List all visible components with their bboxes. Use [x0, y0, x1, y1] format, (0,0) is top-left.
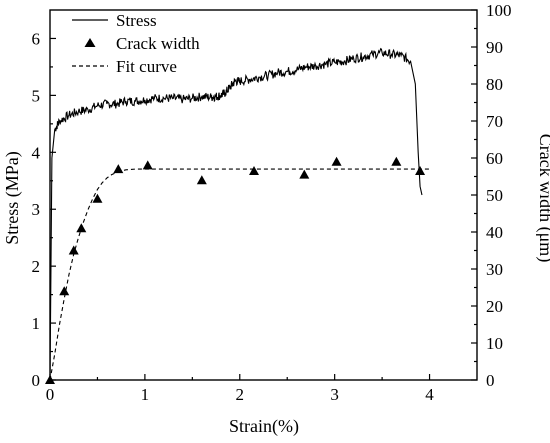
crack-width-point: [76, 223, 87, 233]
y-tick-label: 3: [32, 200, 41, 219]
x-axis-title: Strain(%): [229, 416, 299, 437]
x-tick-label: 0: [46, 385, 55, 404]
y-axis-ticks: 0 1 2 3 4 5 6: [32, 29, 56, 390]
y2-tick-label: 60: [486, 149, 503, 168]
crack-width-point: [59, 286, 70, 296]
crack-width-point: [331, 156, 342, 166]
legend-crack-width-label: Crack width: [116, 34, 200, 53]
y-tick-label: 0: [32, 371, 41, 390]
y2-tick-label: 0: [486, 371, 495, 390]
x-tick-label: 3: [330, 385, 339, 404]
y2-tick-label: 90: [486, 38, 503, 57]
crack-width-point: [68, 245, 79, 255]
y2-tick-label: 100: [486, 1, 512, 20]
y2-tick-label: 80: [486, 75, 503, 94]
stress-line: [49, 47, 423, 381]
legend: Stress Crack width Fit curve: [72, 11, 200, 76]
legend-stress-label: Stress: [116, 11, 157, 30]
crack-width-point: [249, 165, 260, 175]
crack-width-point: [142, 160, 153, 170]
crack-width-point: [415, 165, 426, 175]
fit-curve-line: [49, 168, 430, 381]
crack-width-point: [45, 375, 55, 384]
y-tick-label: 6: [32, 29, 41, 48]
y2-tick-label: 10: [486, 334, 503, 353]
y2-tick-label: 30: [486, 260, 503, 279]
legend-fit-curve-label: Fit curve: [116, 57, 177, 76]
x-axis-ticks: 0 1 2 3 4: [46, 374, 434, 404]
y-tick-label: 5: [32, 86, 41, 105]
plot-frame: [49, 9, 478, 381]
crack-width-point: [113, 164, 124, 174]
y2-tick-label: 50: [486, 186, 503, 205]
crack-width-point: [196, 175, 207, 185]
y-axis-title: Stress (MPa): [2, 151, 23, 245]
crack-width-point: [92, 193, 103, 203]
x-tick-label: 1: [141, 385, 150, 404]
crack-width-point: [299, 169, 310, 179]
x-tick-label: 4: [425, 385, 434, 404]
y2-axis-ticks: 0 10 20 30 40 50 60 70 80 90 100: [471, 1, 512, 390]
y-tick-label: 2: [32, 257, 41, 276]
y2-tick-label: 20: [486, 297, 503, 316]
legend-crack-width-marker: [84, 38, 96, 47]
series-layer: [45, 47, 430, 384]
y2-axis-title: Crack width (μm): [535, 134, 550, 263]
y-tick-label: 1: [32, 314, 41, 333]
y2-tick-label: 40: [486, 223, 503, 242]
y2-tick-label: 70: [486, 112, 503, 131]
x-tick-label: 2: [236, 385, 245, 404]
y-tick-label: 4: [32, 143, 41, 162]
crack-width-point: [391, 156, 402, 166]
